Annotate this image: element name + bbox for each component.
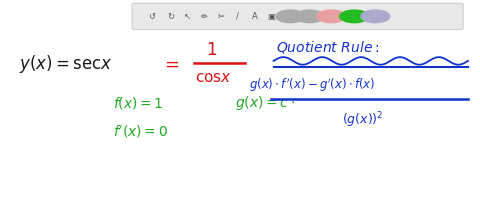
- Text: $f'(x) = 0$: $f'(x) = 0$: [113, 124, 168, 140]
- Text: $g(x) = c\cdot$: $g(x) = c\cdot$: [235, 94, 295, 112]
- Text: $g(x)\cdot f'(x)-g'(x)\cdot f(x)$: $g(x)\cdot f'(x)-g'(x)\cdot f(x)$: [249, 76, 375, 94]
- Text: ↻: ↻: [167, 12, 174, 21]
- FancyBboxPatch shape: [132, 3, 463, 29]
- Circle shape: [340, 10, 369, 23]
- Text: ✂: ✂: [217, 12, 224, 21]
- Text: ↖: ↖: [184, 12, 191, 21]
- Text: A: A: [252, 12, 257, 21]
- Circle shape: [276, 10, 305, 23]
- Circle shape: [361, 10, 390, 23]
- Text: ↺: ↺: [148, 12, 155, 21]
- Text: $f(x) = 1$: $f(x) = 1$: [113, 95, 163, 111]
- Text: $\mathit{Quotient\ Rule:}$: $\mathit{Quotient\ Rule:}$: [276, 39, 379, 55]
- Text: $y(x) = \mathsf{sec}x$: $y(x) = \mathsf{sec}x$: [19, 53, 113, 75]
- Text: ✏: ✏: [201, 12, 207, 21]
- Text: $\mathsf{cos}x$: $\mathsf{cos}x$: [195, 70, 232, 85]
- Circle shape: [317, 10, 346, 23]
- Text: $(g(x))^2$: $(g(x))^2$: [342, 110, 383, 130]
- Text: ▣: ▣: [267, 12, 275, 21]
- Text: $1$: $1$: [205, 41, 217, 59]
- Text: /: /: [236, 12, 239, 21]
- Text: $=$: $=$: [161, 55, 180, 73]
- Circle shape: [295, 10, 324, 23]
